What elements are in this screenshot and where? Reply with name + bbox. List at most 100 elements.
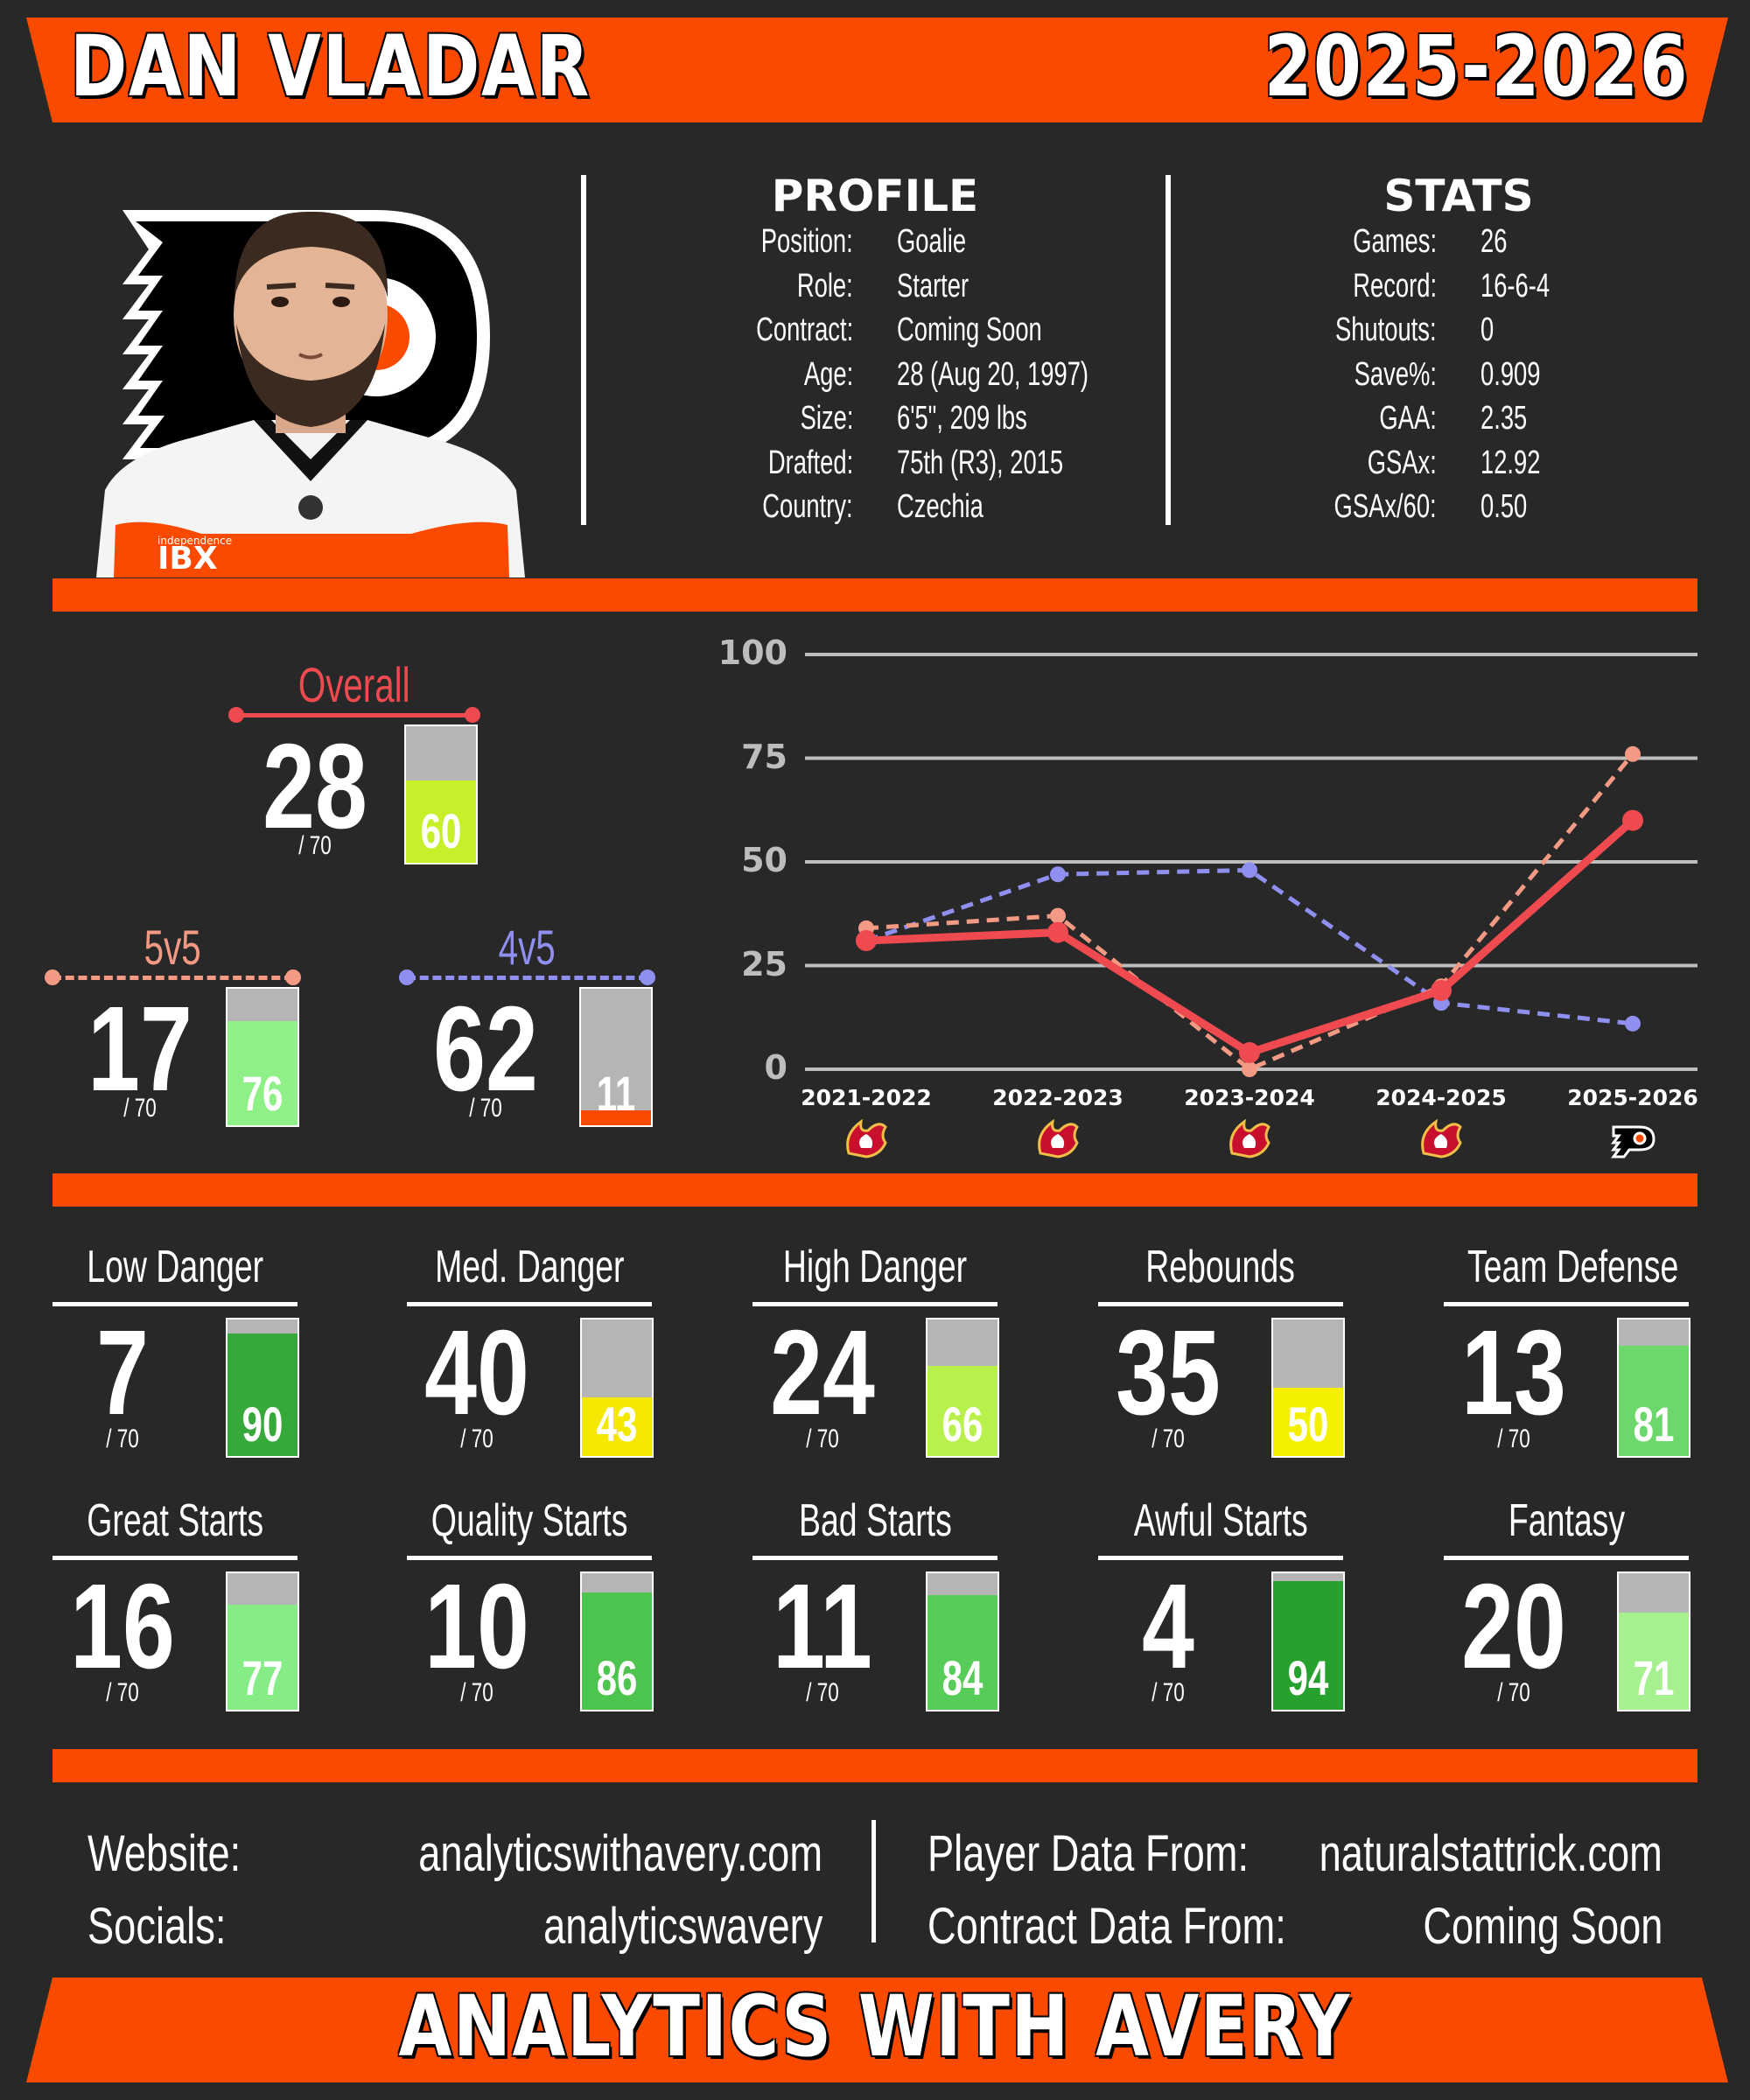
series-point-5v5 <box>1242 1061 1257 1077</box>
metric-title-text: Awful Starts <box>1133 1495 1308 1546</box>
metric-sub: / 70 <box>106 1424 139 1453</box>
metric-title-text: Med. Danger <box>434 1242 625 1292</box>
separator-band <box>52 578 1698 612</box>
flyers-logo-icon <box>1611 1125 1656 1158</box>
metric-bar-value: 43 <box>596 1396 638 1452</box>
metric-bar-fill <box>928 1594 998 1710</box>
player-data-link[interactable]: naturalstattrick.com <box>1319 1825 1662 1882</box>
rating-5v5-underline <box>52 976 293 980</box>
rating-4v5-sub: / 70 <box>469 1094 502 1123</box>
stats-label: Games: <box>1353 223 1437 260</box>
metric-sub: / 70 <box>806 1424 839 1453</box>
stats-value: 2.35 <box>1480 400 1528 437</box>
svg-text:independence: independence <box>158 535 232 547</box>
metric-bar-value: 66 <box>942 1396 984 1452</box>
profile-value: 75th (R3), 2015 <box>897 444 1064 481</box>
website-link[interactable]: analyticswithavery.com <box>418 1825 822 1882</box>
metric-sub: / 70 <box>460 1678 494 1707</box>
metric-bar-value: 50 <box>1287 1396 1329 1452</box>
header-banner-shape <box>26 18 1728 122</box>
metric-bar: 66 <box>926 1318 999 1458</box>
metric-underline <box>752 1556 998 1560</box>
metric-underline <box>52 1556 298 1560</box>
rating-5v5-sub: / 70 <box>123 1094 157 1123</box>
rating-overall-title: Overall <box>236 656 472 713</box>
metric-bar-fill <box>582 1592 652 1710</box>
flames-logo-icon <box>1229 1118 1270 1158</box>
metric-bar: 86 <box>580 1572 654 1712</box>
x-tick-label: 2024-2025 <box>1376 1085 1507 1110</box>
metric-sub: / 70 <box>1152 1678 1185 1707</box>
x-tick-label: 2025-2026 <box>1567 1085 1698 1110</box>
metric-rank: 24 <box>770 1306 875 1440</box>
metric-title-text: Great Starts <box>87 1495 263 1546</box>
profile-value: Coming Soon <box>897 312 1042 348</box>
profile-label: Contract: <box>755 312 853 348</box>
metric-bar: 77 <box>226 1572 299 1712</box>
series-point-4v5 <box>1050 866 1066 883</box>
series-line-overall <box>865 817 1635 1057</box>
metric-sub: / 70 <box>1152 1424 1185 1453</box>
rating-4v5-dot <box>640 970 655 985</box>
y-tick-label: 100 <box>718 634 788 672</box>
metric-rank: 13 <box>1461 1306 1566 1440</box>
player-name: DAN VLADAR <box>70 18 591 116</box>
rating-5v5-title: 5v5 <box>52 919 293 976</box>
flames-logo-icon <box>846 1118 887 1158</box>
profile-label: Age: <box>803 355 853 393</box>
stats-label: Shutouts: <box>1335 312 1437 348</box>
profile-label: Country: <box>762 488 853 525</box>
metric-title-text: Quality Starts <box>430 1495 628 1546</box>
y-tick-label: 0 <box>764 1048 788 1087</box>
series-point-overall <box>1239 1042 1260 1064</box>
metric-underline <box>1098 1556 1343 1560</box>
metric-bar-value: 84 <box>942 1650 984 1705</box>
rating-5v5-title-text: 5v5 <box>144 920 201 975</box>
stats-label: GAA: <box>1379 400 1437 437</box>
metric-bar: 81 <box>1617 1318 1690 1458</box>
stats-value: 16-6-4 <box>1480 267 1550 304</box>
rating-4v5-underline <box>407 976 648 980</box>
rating-5v5-bar-fill <box>228 1021 298 1125</box>
rating-overall-bar: 60 <box>404 724 478 864</box>
metric-rank: 10 <box>424 1559 529 1694</box>
metric-rank: 20 <box>1461 1559 1566 1694</box>
rating-overall-dot <box>228 707 244 723</box>
socials-link[interactable]: analyticswavery <box>542 1898 822 1955</box>
rating-5v5-dot <box>45 970 60 985</box>
stats-value: 0.909 <box>1480 355 1541 393</box>
svg-text:IBX: IBX <box>158 541 218 577</box>
rating-overall-bar-fill <box>406 780 476 863</box>
profile-value: 28 (Aug 20, 1997) <box>897 355 1089 393</box>
player-data-label: Player Data From: <box>928 1825 1250 1882</box>
stats-label: Record: <box>1353 267 1437 304</box>
stats-value: 12.92 <box>1480 444 1541 481</box>
series-point-overall <box>856 930 877 952</box>
profile-value: 6'5", 209 lbs <box>897 400 1027 437</box>
metric-title: Rebounds <box>1081 1241 1361 1293</box>
metric-title-text: Rebounds <box>1145 1242 1296 1292</box>
metric-sub: / 70 <box>806 1678 839 1707</box>
series-point-4v5 <box>1625 1015 1641 1032</box>
metric-title-text: Fantasy <box>1508 1495 1625 1546</box>
metric-bar-fill <box>1619 1613 1689 1710</box>
footer-banner-shape <box>26 1978 1728 2082</box>
metric-underline <box>1444 1556 1689 1560</box>
metric-bar: 71 <box>1617 1572 1690 1712</box>
metric-bar: 94 <box>1271 1572 1345 1712</box>
metric-bar-value: 71 <box>1633 1650 1675 1705</box>
rating-4v5-bar-value: 11 <box>596 1066 636 1121</box>
x-tick-label: 2023-2024 <box>1184 1085 1315 1110</box>
metric-bar-fill <box>928 1366 998 1456</box>
metric-title: Bad Starts <box>735 1494 1015 1547</box>
rating-overall-dot <box>465 707 480 723</box>
profile-label: Role: <box>797 267 853 304</box>
rating-overall-rank: 28 <box>262 719 368 854</box>
metric-title: Med. Danger <box>389 1241 669 1293</box>
metric-title: High Danger <box>735 1241 1015 1293</box>
profile-title: PROFILE <box>771 171 979 221</box>
metric-title: Quality Starts <box>389 1494 669 1547</box>
metric-bar-value: 90 <box>242 1396 284 1452</box>
rating-5v5-dot <box>285 970 301 985</box>
socials-label: Socials: <box>88 1898 227 1955</box>
